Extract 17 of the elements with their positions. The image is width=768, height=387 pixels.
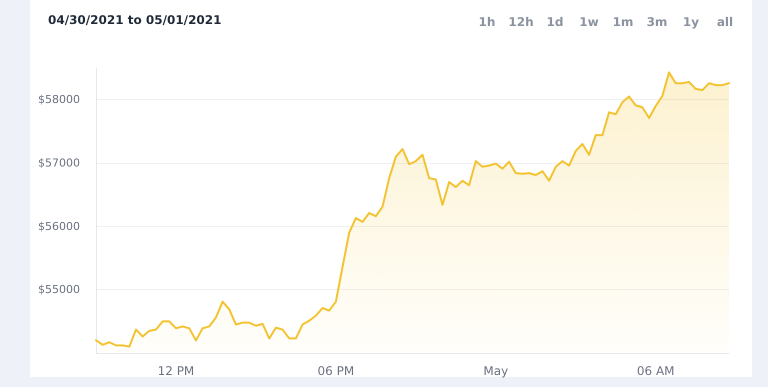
chart-title: 04/30/2021 to 05/01/2021: [48, 13, 222, 27]
text: 1h: [478, 15, 496, 29]
y-tick-label: $56000: [38, 220, 80, 233]
text: 1w: [578, 15, 600, 29]
text: 1m: [612, 15, 634, 29]
y-tick-label: $57000: [38, 156, 80, 170]
x-tick-label: May: [483, 364, 508, 378]
x-tick-label: 06 AM: [636, 364, 675, 378]
text: 1y: [682, 15, 700, 29]
text: 1d: [546, 15, 564, 29]
x-tick-label: 06 PM: [318, 364, 354, 378]
y-tick-label: $58000: [38, 93, 80, 106]
text: all: [716, 15, 734, 29]
y-tick-label: $55000: [38, 283, 80, 296]
text: 3m: [646, 15, 668, 29]
x-tick-label: 12 PM: [158, 364, 194, 378]
text: 12h: [507, 15, 535, 29]
